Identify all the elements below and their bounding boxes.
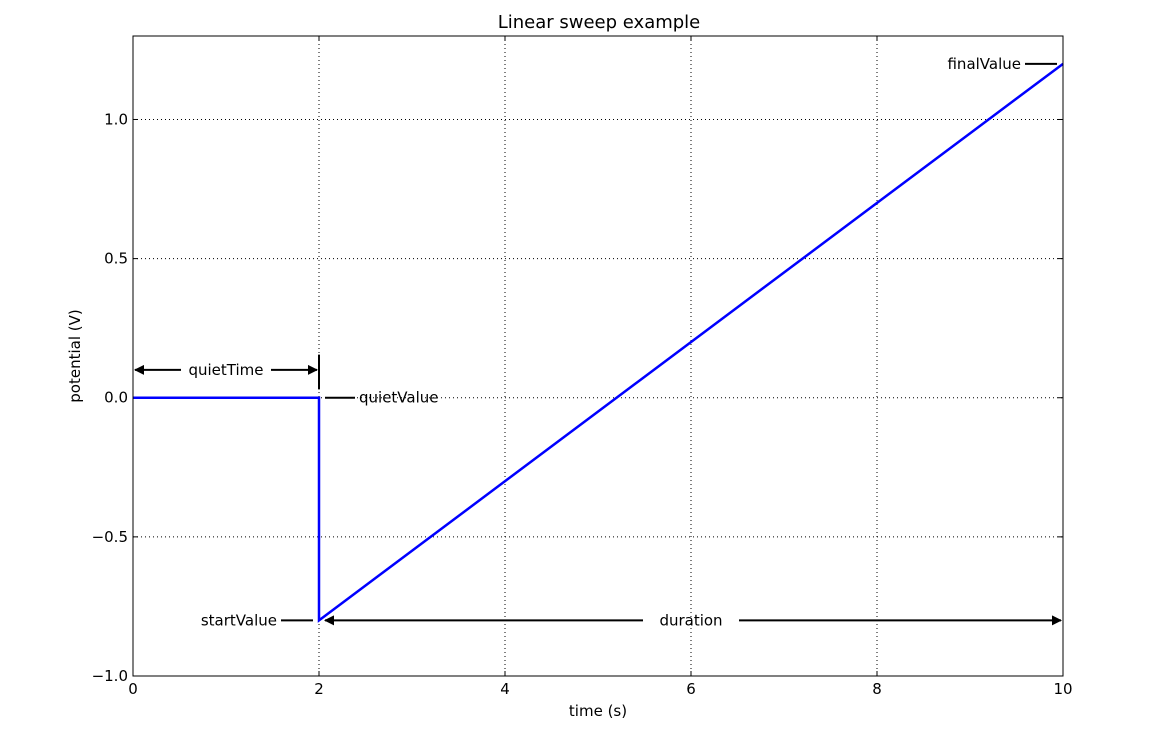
y-tick-label: −0.5 [92, 528, 128, 546]
x-tick-label: 10 [1053, 680, 1072, 698]
x-tick-label: 8 [872, 680, 882, 698]
series-line [133, 62, 1064, 623]
y-tick-label: 0.0 [104, 389, 128, 407]
x-tick-label: 0 [128, 680, 138, 698]
plot-frame [132, 35, 1064, 677]
chart-title: Linear sweep example [498, 12, 701, 33]
y-tick-label: −1.0 [92, 667, 128, 685]
x-tick-label: 4 [500, 680, 510, 698]
quiet-time-label: quietTime [188, 361, 263, 379]
grid [133, 36, 1063, 676]
x-tick-label: 2 [314, 680, 324, 698]
start-value-label: startValue [201, 611, 277, 629]
final-value-label: finalValue [947, 55, 1021, 73]
y-tick-label: 0.5 [104, 250, 128, 268]
axis-ticks: 0 2 4 6 8 10 −1.0 −0.5 0.0 0.5 1.0 [92, 36, 1073, 698]
x-axis-label: time (s) [569, 702, 627, 720]
y-axis-label: potential (V) [66, 309, 84, 402]
y-tick-label: 1.0 [104, 110, 128, 128]
annotations: quietTime quietValue startValue finalValue d… [134, 55, 1062, 629]
series-layer [133, 62, 1064, 623]
duration-label: duration [659, 611, 722, 629]
x-tick-label: 6 [686, 680, 696, 698]
quiet-value-label: quietValue [359, 389, 439, 407]
